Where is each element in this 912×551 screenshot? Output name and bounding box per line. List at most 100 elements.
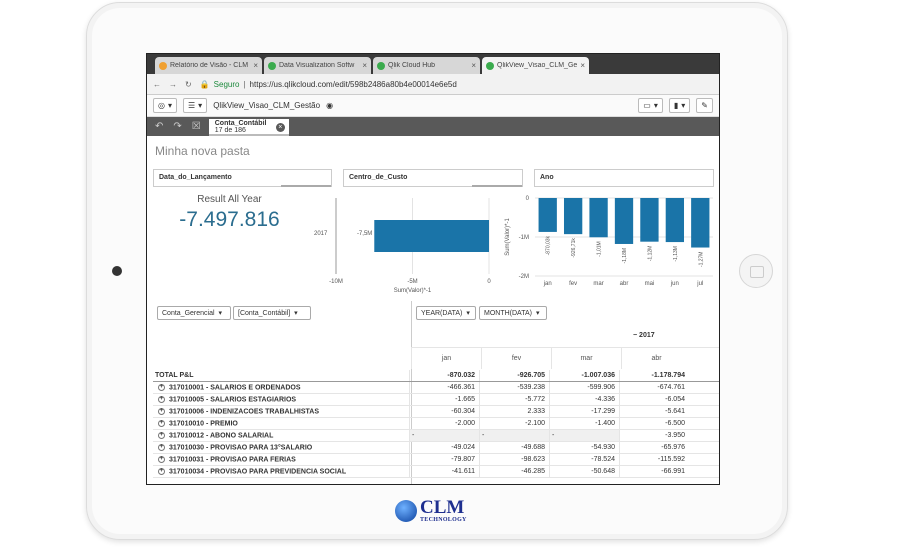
row-label[interactable]: TOTAL P&L [153,372,409,379]
table-row: +317010006 - INDENIZACOES TRABALHISTAS -6… [153,406,719,418]
expand-icon[interactable]: + [158,395,165,403]
row-label[interactable]: +317010034 - PROVISAO PARA PREVIDENCIA S… [153,467,409,476]
table-cell: -870.032 [409,370,479,381]
table-row: +317010031 - PROVISAO PARA FERIAS -79.807… [153,454,719,466]
separator: | [243,79,246,89]
clear-all-icon[interactable]: ☒ [191,121,201,132]
chevron-down-icon: ▾ [198,101,203,110]
bar [665,198,685,243]
row-label-text: 317010034 - PROVISAO PARA PREVIDENCIA SO… [169,468,347,476]
selection-chip[interactable]: Conta_Contábil 17 de 186 × [208,119,289,136]
filter-centro-de-custo[interactable]: Centro_de_Custo [343,169,523,187]
back-icon[interactable]: ← [153,79,161,89]
table-cell: -674.761 [619,382,689,393]
filter-label: Ano [540,174,554,181]
table-cell: -66.991 [619,466,689,477]
reload-icon[interactable]: ↻ [185,79,192,89]
row-label[interactable]: +317010005 - SALARIOS ESTAGIARIOS [153,395,409,403]
y-axis-title: Sum(Valor)*-1 [505,218,511,256]
close-icon[interactable]: × [253,61,258,70]
year-header[interactable]: − 2017 [633,332,655,339]
row-label-text: 317010031 - PROVISAO PARA FERIAS [169,456,296,464]
data-label: -1,01M [597,241,603,257]
table-rows: TOTAL P&L -870.032 -926.705 -1.007.036 -1.17… [153,370,719,478]
browser-tab[interactable]: QlikView_Visao_CLM_Ge × [482,57,589,74]
filter-ano[interactable]: Ano [534,169,714,187]
dimension-conta-gerencial[interactable]: Conta_Gerencial ▾ [157,306,231,320]
data-label: -7,5M [357,231,372,237]
table-cell: -6.500 [619,418,689,429]
home-button[interactable] [739,254,773,288]
expand-icon[interactable]: + [158,467,165,475]
month-header[interactable]: mar [551,348,621,369]
browser-tab[interactable]: Qlik Cloud Hub × [373,57,480,74]
table-cell: -17.299 [549,406,619,417]
expand-icon[interactable]: + [158,419,165,427]
table-cell: -1.178.794 [619,370,689,381]
close-icon[interactable]: × [471,61,476,70]
qlik-toolbar: ◎ ▾ ☰ ▾ QlikView_Visao_CLM_Gestão ◉ ▭ ▾ ▮ ▾ … [147,95,719,117]
forward-icon[interactable]: → [169,79,177,89]
browser-tab[interactable]: Data Visualization Softw × [264,57,371,74]
bar [563,198,583,235]
x-tick-label: -5M [407,279,417,285]
table-cell: -49.688 [479,442,549,453]
row-label[interactable]: +317010030 - PROVISAO PARA 13°SALARIO [153,443,409,452]
data-label: -1,13M [673,246,679,262]
row-label[interactable]: +317010031 - PROVISAO PARA FERIAS [153,455,409,464]
month-header[interactable]: abr [621,348,691,369]
month-header[interactable]: fev [481,348,551,369]
bar [614,198,634,244]
expand-icon[interactable]: + [158,431,165,439]
close-icon[interactable]: × [362,61,367,70]
table-cell: -4.336 [549,394,619,405]
favicon-icon [159,61,167,70]
row-label-text: 317010010 - PREMIO [169,420,238,428]
monitor-icon: ▭ [643,101,651,110]
x-tick-label: mai [645,281,655,287]
navigation-button[interactable]: ◎ ▾ [153,98,177,113]
expand-icon[interactable]: + [158,383,165,391]
edit-button[interactable]: ✎ [696,98,713,113]
table-row: +317010034 - PROVISAO PARA PREVIDENCIA S… [153,466,719,478]
menu-button[interactable]: ☰ ▾ [183,98,208,113]
table-cell: -3.950 [619,430,689,441]
present-button[interactable]: ▭ ▾ [638,98,663,113]
selection-count: 17 de 186 [214,127,246,134]
year-label: 2017 [639,332,655,339]
row-label[interactable]: +317010012 - ABONO SALARIAL [153,431,409,439]
table-cell: -46.285 [479,466,549,477]
table-row: TOTAL P&L -870.032 -926.705 -1.007.036 -1.17… [153,370,719,382]
row-label[interactable]: +317010001 - SALARIOS E ORDENADOS [153,383,409,391]
url-field[interactable]: 🔒 Seguro | https://us.qlikcloud.com/edit… [200,80,713,89]
row-label[interactable]: +317010010 - PREMIO [153,419,409,428]
filter-data-lancamento[interactable]: Data_do_Lançamento [153,169,332,187]
table-cell: -1.400 [549,418,619,429]
step-forward-icon[interactable]: ↷ [173,121,182,132]
table-cell: -1.007.036 [549,370,619,381]
y-tick-label: -1M [519,235,529,241]
row-label-text: 317010030 - PROVISAO PARA 13°SALARIO [169,444,313,452]
dimension-year[interactable]: YEAR(DATA) ▾ [416,306,476,320]
x-tick-label: jun [670,281,679,287]
dimension-month[interactable]: MONTH(DATA) ▾ [479,306,547,320]
table-cell: 2.333 [479,406,549,417]
expand-icon[interactable]: + [158,455,165,463]
close-icon[interactable]: × [580,61,585,70]
step-back-icon[interactable]: ↶ [155,121,164,132]
table-cell: -2.100 [479,418,549,429]
bookmark-button[interactable]: ▮ ▾ [668,98,691,113]
y-tick-label: 0 [526,196,530,202]
dimension-conta-contabil[interactable]: [Conta_Contábil] ▾ [233,306,311,320]
table-row: +317010010 - PREMIO -2.000 -2.100 -1.400 -6.… [153,418,719,430]
expand-icon[interactable]: + [158,443,165,451]
close-icon[interactable]: × [275,123,285,132]
table-cell: -5.641 [619,406,689,417]
expand-icon[interactable]: + [158,407,165,415]
data-label: -870,03k [546,235,552,255]
browser-tab[interactable]: Relatório de Visão - CLM × [155,57,262,74]
bar [374,220,489,252]
row-label[interactable]: +317010006 - INDENIZACOES TRABALHISTAS [153,407,409,415]
table-row: +317010001 - SALARIOS E ORDENADOS -466.36… [153,382,719,394]
month-header[interactable]: jan [411,348,481,369]
